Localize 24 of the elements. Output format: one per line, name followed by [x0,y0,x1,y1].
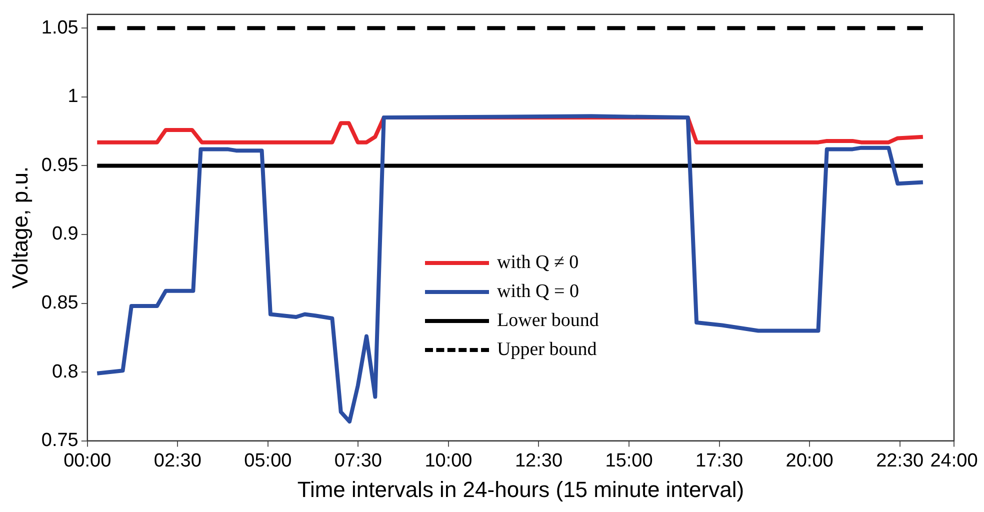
legend-label: Lower bound [497,309,599,333]
y-tick-label: 0.85 [41,292,78,314]
y-tick-label: 0.9 [52,224,78,245]
x-tick-label: 17:30 [696,450,744,472]
y-tick-label: 1 [68,86,78,108]
y-tick-label: 1.05 [41,17,78,38]
legend-label: with Q ≠ 0 [497,251,579,275]
y-tick-label: 0.95 [41,154,78,176]
x-axis-title: Time intervals in 24-hours (15 minute interval) [297,476,744,502]
x-tick-label: 12:30 [514,450,563,472]
legend-label: Upper bound [497,338,597,362]
x-tick-label: 02:30 [154,450,202,472]
y-axis-title: Voltage, p.u. [7,166,32,289]
x-tick-label: 20:00 [786,450,834,472]
x-tick-label: 10:00 [424,450,472,472]
y-tick-label: 0.8 [52,361,78,382]
x-tick-label: 05:00 [244,450,292,472]
x-tick-label: 24:00 [930,450,978,472]
x-tick-label: 15:00 [605,450,653,472]
x-tick-label: 22:30 [876,450,924,472]
x-tick-label: 07:30 [334,450,382,472]
legend-label: with Q = 0 [497,280,579,304]
x-tick-label: 00:00 [64,450,112,472]
y-tick-label: 0.75 [41,430,78,452]
